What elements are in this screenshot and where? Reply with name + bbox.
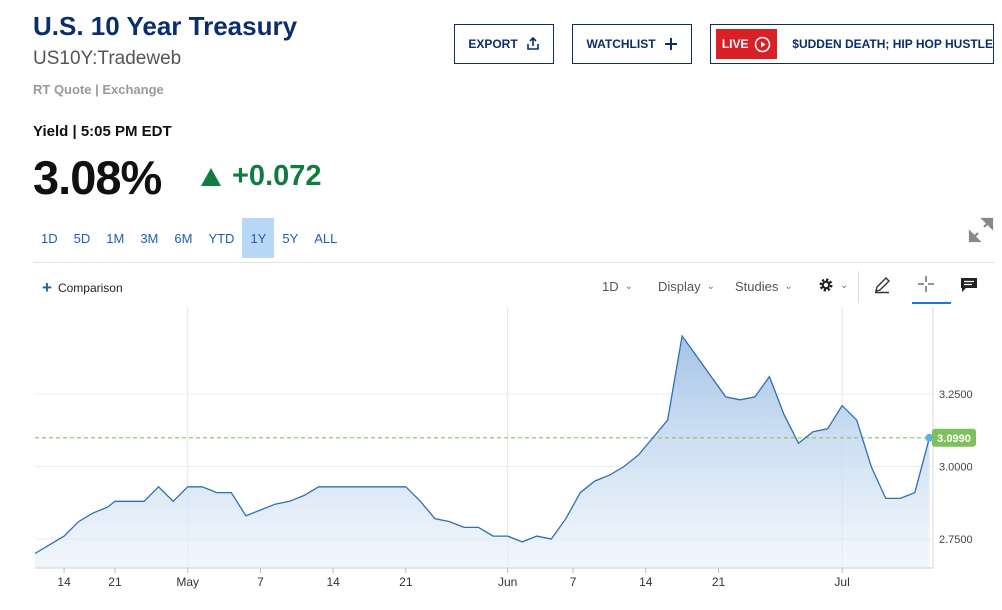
range-tab-5d[interactable]: 5D (73, 230, 91, 246)
live-badge-label: LIVE (721, 37, 749, 51)
x-tick-label: 7 (570, 575, 577, 589)
range-tabs: 1D 5D 1M 3M 6M YTD 1Y 5Y ALL (33, 218, 345, 258)
yield-chart[interactable]: 2.7500 3.0000 3.2500 14 21 May 7 14 21 Jun 7 14 21 Ju… (0, 305, 1002, 610)
settings-dropdown[interactable]: ⌄ (818, 277, 848, 293)
x-tick-label: 21 (399, 575, 413, 589)
x-tick-label: Jun (498, 575, 517, 589)
gear-icon (819, 278, 833, 292)
export-button[interactable]: EXPORT (454, 24, 554, 64)
page-title: U.S. 10 Year Treasury (33, 11, 298, 41)
export-label: EXPORT (468, 37, 518, 51)
watchlist-label: WATCHLIST (586, 37, 656, 51)
studies-label: Studies (735, 279, 779, 294)
area-fill (35, 336, 930, 568)
chevron-down-icon: ⌄ (624, 281, 634, 292)
chevron-down-icon: ⌄ (784, 281, 793, 292)
display-dropdown[interactable]: Display ⌄ (658, 279, 715, 294)
x-tick-label: Jul (834, 575, 849, 589)
display-label: Display (658, 279, 701, 294)
y-tick-label: 3.0000 (939, 462, 973, 474)
last-value-label: 3.0990 (937, 433, 971, 445)
last-value-badge (932, 428, 976, 447)
series-area (35, 336, 930, 568)
chevron-down-icon: ⌄ (706, 281, 716, 292)
comment-icon[interactable] (960, 277, 978, 293)
divider (33, 262, 994, 263)
y-tick-label: 3.2500 (939, 389, 973, 401)
toolbar-separator (858, 271, 859, 303)
range-tab-ytd[interactable]: YTD (208, 230, 235, 246)
change-container: +0.072 (200, 160, 322, 193)
x-tick-label: 21 (108, 575, 122, 589)
range-tab-5y[interactable]: 5Y (282, 230, 299, 246)
x-tick-label: 21 (712, 575, 726, 589)
watchlist-button[interactable]: WATCHLIST (572, 24, 692, 64)
studies-dropdown[interactable]: Studies ⌄ (735, 279, 793, 294)
live-tv-button[interactable]: LIVE $UDDEN DEATH; HIP HOP HUSTLE (710, 24, 994, 64)
share-icon (526, 37, 539, 50)
live-badge: LIVE (716, 29, 778, 59)
x-tick-label: May (176, 575, 199, 589)
x-tick-label: 7 (257, 575, 264, 589)
yield-value: 3.08% (33, 151, 162, 204)
comparison-label: Comparison (57, 281, 123, 295)
play-icon (755, 36, 771, 52)
series-path (34, 334, 931, 555)
live-show-title: $UDDEN DEATH; HIP HOP HUSTLE (792, 37, 993, 51)
expand-icon[interactable] (968, 217, 994, 243)
change-value: +0.072 (232, 160, 322, 192)
ticker-symbol: US10Y:Tradeweb (33, 48, 182, 69)
last-point (925, 433, 934, 442)
yield-timestamp: Yield | 5:05 PM EDT (33, 123, 172, 140)
axes: 2.7500 3.0000 3.2500 14 21 May 7 14 21 Jun 7 14 21 Ju… (35, 307, 973, 589)
range-tab-1y[interactable]: 1Y (242, 218, 275, 258)
pencil-icon[interactable] (873, 276, 891, 294)
range-tab-6m[interactable]: 6M (174, 230, 193, 246)
x-tick-label: 14 (639, 575, 653, 589)
comparison-button[interactable]: + Comparison (42, 278, 123, 297)
range-tab-all[interactable]: ALL (314, 230, 338, 246)
interval-dropdown[interactable]: 1D ⌄ (602, 279, 633, 294)
y-tick-label: 2.7500 (939, 534, 973, 546)
up-triangle-icon (201, 167, 221, 186)
quote-source: RT Quote | Exchange (33, 82, 164, 97)
range-tab-1d[interactable]: 1D (41, 230, 58, 246)
range-tab-3m[interactable]: 3M (140, 230, 159, 246)
plus-icon: + (42, 278, 52, 297)
last-value-marker: 3.0990 (925, 428, 976, 447)
active-tool-indicator (912, 302, 951, 304)
chevron-down-icon: ⌄ (840, 279, 849, 291)
crosshair-icon[interactable] (917, 275, 935, 293)
x-tick-label: 14 (326, 575, 340, 589)
series-line (34, 334, 931, 555)
range-tab-1m[interactable]: 1M (106, 230, 125, 246)
plus-icon (664, 38, 677, 50)
x-tick-label: 14 (57, 575, 71, 589)
interval-label: 1D (602, 279, 619, 294)
